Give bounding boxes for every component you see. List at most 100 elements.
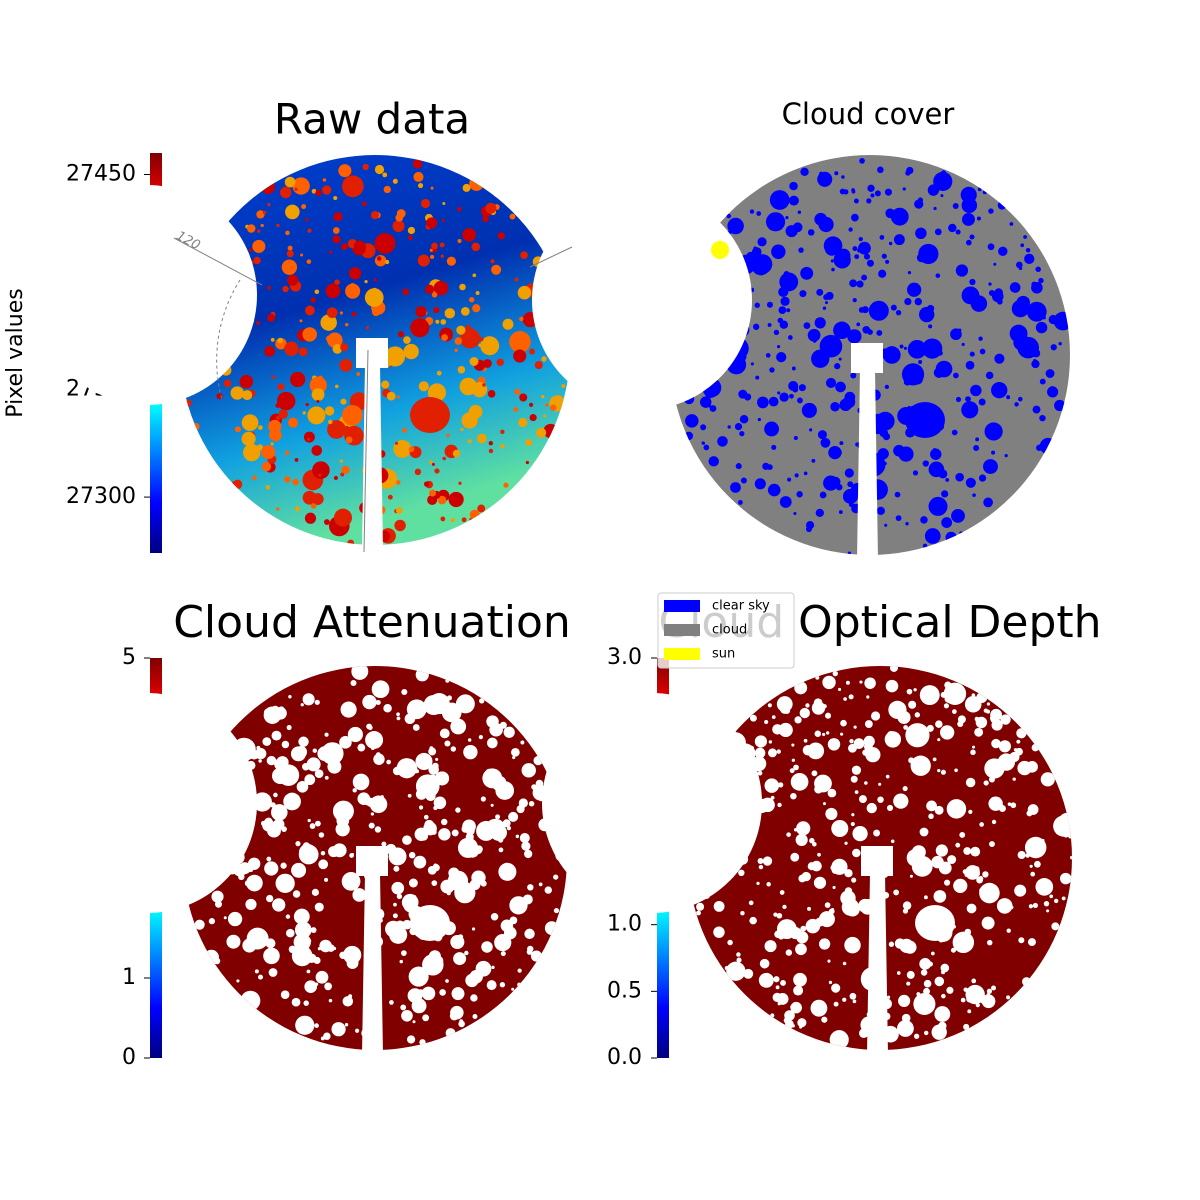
- image-blob: [811, 458, 816, 463]
- image-blob: [1061, 896, 1066, 901]
- image-blob: [482, 383, 486, 387]
- image-blob: [770, 1013, 775, 1018]
- image-blob: [896, 971, 901, 975]
- image-blob: [965, 477, 976, 488]
- image-blob: [975, 437, 980, 442]
- image-blob: [828, 980, 833, 985]
- image-blob: [408, 446, 415, 453]
- image-blob: [943, 703, 949, 709]
- image-blob: [457, 365, 466, 374]
- image-blob: [1023, 235, 1027, 239]
- image-blob: [342, 996, 354, 1007]
- image-blob: [321, 742, 344, 765]
- image-blob: [768, 740, 773, 744]
- image-blob: [1022, 977, 1031, 986]
- image-blob: [396, 209, 406, 218]
- image-blob: [340, 472, 345, 477]
- image-blob: [793, 764, 799, 771]
- image-blob: [840, 719, 847, 727]
- image-blob: [726, 213, 732, 219]
- image-blob: [511, 987, 515, 991]
- image-blob: [1016, 739, 1021, 744]
- image-blob: [993, 262, 997, 266]
- image-blob: [868, 300, 889, 321]
- image-blob: [734, 422, 743, 431]
- image-blob: [302, 490, 317, 505]
- image-blob: [708, 456, 719, 467]
- image-blob: [978, 336, 983, 341]
- image-blob: [827, 738, 841, 751]
- image-blob: [311, 888, 319, 896]
- image-blob: [433, 710, 438, 715]
- image-blob: [700, 396, 712, 408]
- image-blob: [370, 211, 379, 220]
- image-blob: [905, 402, 945, 438]
- image-blob: [374, 254, 387, 267]
- image-blob: [480, 796, 486, 802]
- image-blob: [1004, 453, 1008, 458]
- image-blob: [994, 288, 1003, 297]
- image-blob: [395, 507, 403, 514]
- image-blob: [433, 280, 449, 296]
- image-blob: [798, 247, 804, 253]
- image-blob: [392, 766, 402, 776]
- image-blob: [457, 238, 462, 244]
- image-blob: [402, 288, 409, 296]
- image-blob: [1031, 359, 1040, 369]
- image-blob: [1042, 316, 1046, 320]
- tick-label: 0: [122, 1045, 136, 1070]
- image-blob: [740, 910, 745, 916]
- image-blob: [749, 714, 757, 722]
- image-blob: [334, 279, 340, 286]
- image-blob: [983, 708, 988, 713]
- image-blob: [401, 950, 407, 957]
- image-blob: [387, 494, 393, 500]
- image-blob: [407, 793, 412, 798]
- image-blob: [960, 186, 977, 203]
- image-blob: [534, 361, 543, 370]
- image-blob: [743, 968, 754, 979]
- image-blob: [381, 380, 390, 389]
- image-blob: [561, 384, 566, 388]
- image-blob: [791, 743, 795, 747]
- image-blob: [997, 298, 1003, 305]
- image-blob: [914, 297, 923, 306]
- image-blob: [276, 391, 296, 411]
- image-blob: [867, 184, 875, 193]
- image-blob: [457, 206, 462, 212]
- mask: [37, 185, 257, 405]
- image-blob: [941, 490, 949, 498]
- image-blob: [748, 745, 755, 751]
- image-blob: [974, 727, 984, 737]
- image-blob: [1025, 247, 1031, 253]
- mask: [867, 873, 888, 1055]
- image-blob: [935, 844, 948, 857]
- image-blob: [324, 406, 335, 416]
- image-blob: [469, 357, 479, 367]
- image-blob: [362, 201, 367, 207]
- image-blob: [894, 938, 906, 949]
- image-blob: [897, 1020, 914, 1037]
- image-blob: [487, 390, 496, 398]
- image-blob: [807, 328, 821, 342]
- image-blob: [851, 765, 862, 775]
- image-blob: [902, 187, 906, 191]
- image-blob: [454, 499, 458, 503]
- image-blob: [284, 341, 299, 356]
- image-blob: [312, 748, 318, 753]
- image-blob: [789, 768, 795, 774]
- image-blob: [883, 346, 901, 364]
- image-blob: [459, 283, 466, 291]
- image-blob: [818, 911, 835, 928]
- image-blob: [230, 386, 244, 400]
- image-blob: [256, 745, 261, 750]
- image-blob: [383, 185, 391, 194]
- image-blob: [885, 208, 895, 219]
- image-blob: [411, 998, 427, 1014]
- image-blob: [432, 762, 439, 770]
- image-blob: [258, 974, 264, 980]
- image-blob: [343, 425, 351, 434]
- image-blob: [332, 344, 343, 354]
- image-blob: [876, 329, 883, 336]
- image-blob: [745, 251, 757, 262]
